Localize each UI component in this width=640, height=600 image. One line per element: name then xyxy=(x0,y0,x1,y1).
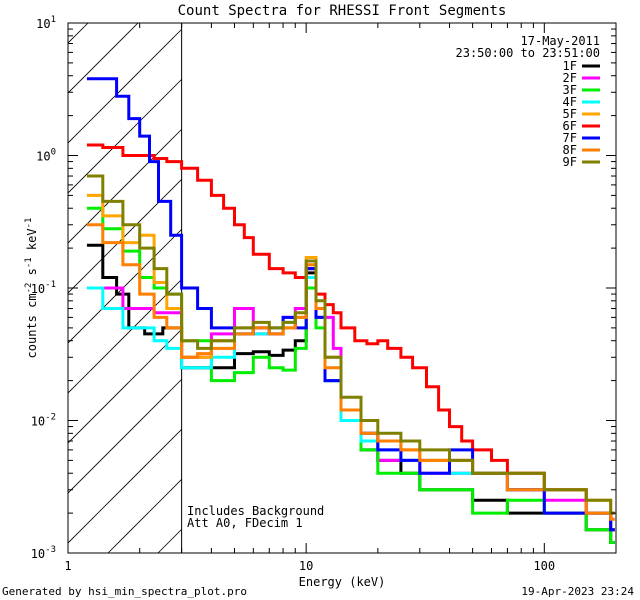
hatch-mask xyxy=(181,23,616,553)
footer-timestamp: 19-Apr-2023 23:24 xyxy=(521,585,634,598)
series-9F xyxy=(86,174,615,515)
series-layer xyxy=(86,77,615,544)
time-range-label: 23:50:00 to 23:51:00 xyxy=(456,46,601,60)
legend-label: 5F xyxy=(563,107,577,121)
hatch-line xyxy=(68,23,239,194)
hatch-line xyxy=(68,23,89,44)
legend-label: 9F xyxy=(563,155,577,169)
annotation-attenuator: Att A0, FDecim 1 xyxy=(187,516,303,530)
y-tick-label: 10-3 xyxy=(31,545,56,561)
legend-label: 1F xyxy=(563,59,577,73)
footer-generator: Generated by hsi_min_spectra_plot.pro xyxy=(2,585,248,598)
date-label: 17-May-2011 xyxy=(521,34,600,48)
series-6F xyxy=(86,143,615,532)
legend-label: 7F xyxy=(563,131,577,145)
x-tick-label: 10 xyxy=(299,559,313,573)
y-tick-label: 101 xyxy=(36,15,56,31)
y-tick-label: 10-2 xyxy=(31,413,56,429)
attenuator-hatch-region xyxy=(68,23,616,553)
hatch-line xyxy=(68,23,189,144)
x-axis-label: Energy (keV) xyxy=(299,575,386,589)
y-tick-label: 100 xyxy=(36,148,56,164)
x-tick-label: 100 xyxy=(533,559,555,573)
chart-title: Count Spectra for RHESSI Front Segments xyxy=(178,3,507,19)
legend-label: 8F xyxy=(563,143,577,157)
legend-label: 6F xyxy=(563,119,577,133)
legend-label: 2F xyxy=(563,71,577,85)
hatch-line xyxy=(68,23,139,94)
x-axis: 1 10 100 xyxy=(64,23,617,573)
legend-label: 4F xyxy=(563,95,577,109)
legend-label: 3F xyxy=(563,83,577,97)
y-axis-label: counts cm-2 s-1 keV-1 xyxy=(24,218,39,359)
series-3F xyxy=(86,206,615,544)
x-tick-label: 1 xyxy=(64,559,71,573)
annotation-background: Includes Background xyxy=(187,504,324,518)
